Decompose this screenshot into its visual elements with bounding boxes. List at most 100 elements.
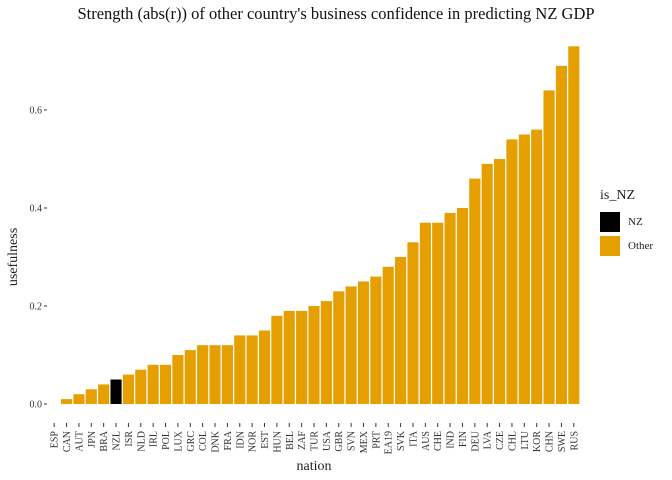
bar-dnk — [209, 345, 221, 404]
bar-idn — [234, 335, 246, 404]
x-tick-label-chn: CHN — [545, 431, 556, 452]
legend-item-nz: NZ — [600, 210, 653, 234]
x-tick-label-tur: TUR — [310, 431, 321, 451]
legend-swatch — [600, 212, 620, 232]
bar-nld — [135, 369, 147, 404]
x-tick-label-fra: FRA — [223, 430, 234, 450]
x-axis: ESP CAN AUT JPN BRA NZL ISR NLD IRL POL LUX GRC COL D… — [50, 423, 580, 454]
bar-est — [258, 330, 271, 404]
x-tick-label-bel: BEL — [285, 431, 296, 450]
x-tick-label-irl: IRL — [149, 431, 160, 447]
bar-zaf — [296, 310, 308, 404]
x-tick-label-idn: IDN — [235, 431, 246, 449]
bar-bra — [98, 384, 110, 404]
x-tick-label-cze: CZE — [495, 431, 506, 450]
y-tick-label: 0.6 — [30, 106, 43, 117]
bar-bel — [283, 310, 295, 404]
legend-item-other: Other — [600, 234, 653, 258]
bar-ita — [407, 242, 419, 404]
bar-lva — [481, 163, 493, 404]
x-tick-label-svk: SVK — [396, 430, 407, 451]
bar-gbr — [333, 291, 345, 404]
bars-group — [60, 46, 580, 405]
y-tick-label: 0.4 — [30, 204, 43, 215]
x-tick-label-ltu: LTU — [520, 430, 531, 449]
legend-label: Other — [628, 240, 654, 252]
bar-aus — [419, 222, 431, 404]
bar-svk — [395, 257, 407, 404]
bar-ltu — [518, 134, 530, 404]
bar-irl — [147, 364, 159, 404]
bar-lux — [172, 355, 184, 404]
bar-mex — [357, 281, 370, 404]
x-tick-label-prt: PRT — [371, 431, 382, 449]
bar-che — [432, 222, 444, 404]
x-tick-label-kor: KOR — [532, 431, 543, 452]
bar-jpn — [85, 389, 97, 404]
bar-pol — [159, 364, 172, 404]
x-tick-label-can: CAN — [62, 431, 73, 452]
x-tick-label-est: EST — [260, 431, 271, 449]
x-tick-label-isr: ISR — [124, 431, 135, 447]
x-tick-label-mex: MEX — [359, 430, 370, 453]
bar-nor — [246, 335, 258, 404]
x-tick-label-aus: AUS — [421, 431, 432, 451]
bar-hun — [271, 315, 283, 404]
bar-rus — [568, 46, 580, 405]
bar-chl — [506, 139, 518, 404]
x-tick-label-ea19: EA19 — [384, 431, 395, 454]
x-tick-label-fin: FIN — [458, 431, 469, 447]
x-axis-label: nation — [297, 459, 332, 474]
bar-ea19 — [382, 266, 394, 404]
bar-chn — [543, 90, 555, 405]
x-tick-label-rus: RUS — [569, 431, 580, 450]
x-tick-label-nor: NOR — [248, 431, 259, 452]
x-tick-label-zaf: ZAF — [297, 431, 308, 450]
bar-deu — [469, 178, 481, 404]
bar-fin — [456, 208, 469, 404]
x-tick-label-bra: BRA — [99, 430, 110, 451]
x-tick-label-nzl: NZL — [112, 431, 123, 450]
y-axis-label: usefulness — [6, 228, 21, 286]
bar-isr — [122, 374, 134, 404]
legend-title: is_NZ — [600, 188, 635, 203]
bar-grc — [184, 350, 196, 404]
x-tick-label-esp: ESP — [50, 431, 61, 449]
x-tick-label-aut: AUT — [74, 431, 85, 452]
bar-cze — [494, 159, 506, 404]
x-tick-label-ind: IND — [446, 431, 457, 449]
x-tick-label-usa: USA — [322, 430, 333, 451]
bar-nzl — [110, 379, 122, 404]
x-tick-label-hun: HUN — [272, 431, 283, 453]
bar-aut — [73, 394, 85, 404]
legend: is_NZ NZ Other — [600, 188, 653, 258]
x-tick-label-svn: SVN — [347, 431, 358, 451]
y-tick-label: 0.0 — [30, 400, 43, 411]
x-tick-label-lva: LVA — [483, 430, 494, 449]
bar-col — [197, 345, 209, 404]
chart-title: Strength (abs(r)) of other country's bus… — [77, 4, 595, 23]
legend-swatch — [600, 236, 620, 256]
bar-ind — [444, 212, 456, 404]
bar-prt — [370, 276, 382, 404]
x-tick-label-dnk: DNK — [211, 430, 222, 452]
bar-usa — [320, 301, 332, 404]
legend-label: NZ — [628, 216, 643, 228]
bar-kor — [531, 129, 543, 404]
x-tick-label-swe: SWE — [557, 431, 568, 452]
x-tick-label-chl: CHL — [507, 431, 518, 451]
x-tick-label-jpn: JPN — [87, 431, 98, 448]
bar-tur — [308, 306, 320, 404]
x-tick-label-pol: POL — [161, 431, 172, 450]
bar-fra — [221, 345, 233, 404]
x-tick-label-che: CHE — [433, 431, 444, 451]
y-axis: 0.0 0.2 0.4 0.6 — [30, 106, 47, 411]
y-tick-label: 0.2 — [30, 302, 43, 313]
x-tick-label-lux: LUX — [173, 430, 184, 451]
x-tick-label-grc: GRC — [186, 431, 197, 452]
bar-swe — [555, 65, 567, 405]
x-tick-label-gbr: GBR — [334, 431, 345, 452]
x-tick-label-nld: NLD — [136, 431, 147, 452]
bar-svn — [345, 286, 357, 404]
